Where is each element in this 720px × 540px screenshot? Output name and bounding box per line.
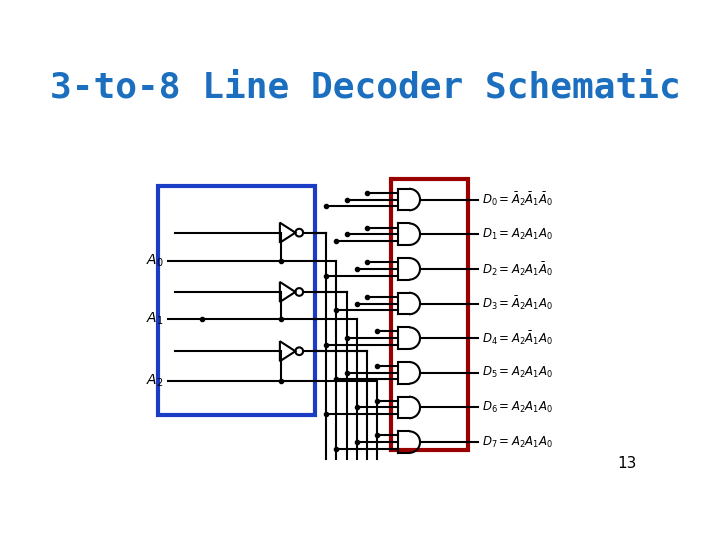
Text: $D_7 = A_2A_1A_0$: $D_7 = A_2A_1A_0$ xyxy=(482,435,553,450)
Text: $D_5 = A_2A_1A_0$: $D_5 = A_2A_1A_0$ xyxy=(482,365,553,380)
Text: 13: 13 xyxy=(617,456,636,471)
Text: $D_1 = A_2A_1A_0$: $D_1 = A_2A_1A_0$ xyxy=(482,227,553,242)
Text: $A_2$: $A_2$ xyxy=(146,372,163,389)
Text: $D_3 = \bar{A}_2A_1A_0$: $D_3 = \bar{A}_2A_1A_0$ xyxy=(482,295,553,312)
Text: $D_2 = A_2A_1\bar{A}_0$: $D_2 = A_2A_1\bar{A}_0$ xyxy=(482,260,553,278)
Text: $D_6 = A_2A_1A_0$: $D_6 = A_2A_1A_0$ xyxy=(482,400,553,415)
Text: 3-to-8 Line Decoder Schematic: 3-to-8 Line Decoder Schematic xyxy=(50,71,680,105)
Text: $A_1$: $A_1$ xyxy=(146,310,163,327)
Text: $D_4 = A_2\bar{A}_1A_0$: $D_4 = A_2\bar{A}_1A_0$ xyxy=(482,329,553,347)
Text: $D_0 = \bar{A}_2\bar{A}_1\bar{A}_0$: $D_0 = \bar{A}_2\bar{A}_1\bar{A}_0$ xyxy=(482,191,554,208)
Text: $A_0$: $A_0$ xyxy=(146,253,163,269)
